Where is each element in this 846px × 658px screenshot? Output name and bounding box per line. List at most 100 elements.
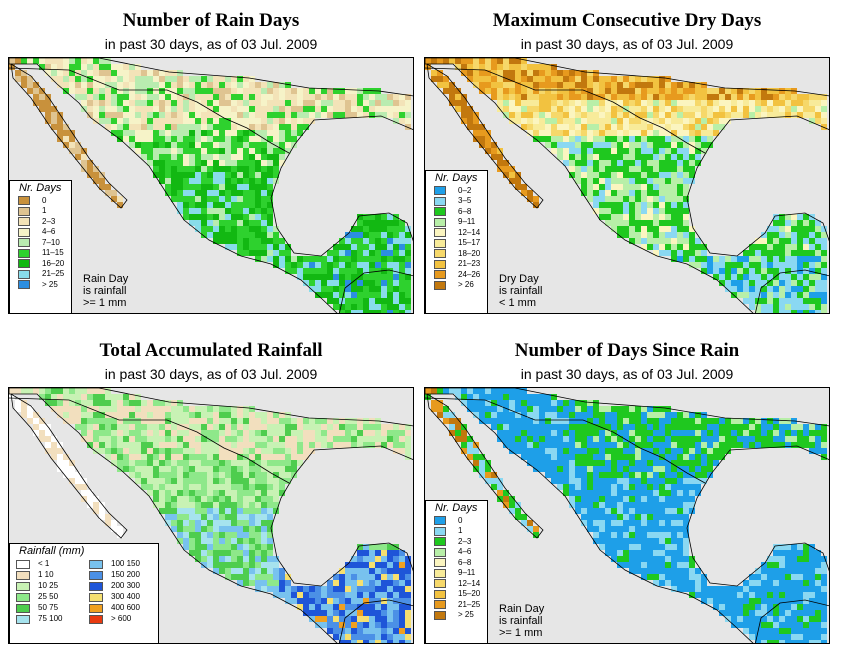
legend-swatch [18,280,30,290]
legend-grid: < 1 100 150 1 10 150 200 10 25 200 300 25 50 30… [10,559,158,625]
legend-title: Nr. Days [19,182,62,194]
legend-label: 9–11 [458,568,476,577]
legend-swatch [434,207,446,217]
country-border [755,599,829,643]
panel-since-rain: Number of Days Since Rain in past 30 day… [424,330,830,650]
legend-title: Nr. Days [435,172,478,184]
legend-swatch [434,186,446,196]
legend-item: 100 150 [85,559,154,570]
legend-item: 21–25 [10,269,71,280]
legend-item: 200 300 [85,581,154,592]
legend-label: 21–25 [458,599,481,609]
legend-label: 0 [42,195,47,205]
legend-item: 25 50 [12,592,81,603]
grid-cells [425,388,827,643]
legend-item: 1 10 [12,570,81,581]
legend-item: 16–20 [10,259,71,270]
legend-swatch [434,526,446,536]
country-border [339,269,413,313]
panel-rainfall: Total Accumulated Rainfall in past 30 da… [8,330,414,650]
legend-label: 400 600 [111,602,140,612]
legend-item: 0–2 [426,186,487,197]
legend-label: 24–26 [458,269,481,279]
legend-item: 9–11 [426,568,487,579]
legend-label: 11–15 [42,248,64,257]
legend-swatch [434,516,446,526]
panel-subtitle: in past 30 days, as of 03 Jul. 2009 [520,366,734,382]
note-line: >= 1 mm [83,297,127,309]
legend-item: > 600 [85,614,154,625]
legend-label: 10 25 [38,580,59,590]
note-line: Dry Day [499,273,539,285]
legend-swatch [434,249,446,259]
legend-item: 1 [426,526,487,537]
legend-label: 50 75 [38,602,59,612]
legend-swatch [434,579,446,589]
legend-label: 6–8 [458,557,472,567]
grid-cells [9,388,411,643]
legend-label: 75 100 [38,613,63,623]
legend-label: 200 300 [111,580,140,590]
legend-swatch [434,547,446,557]
legend-item: 150 200 [85,570,154,581]
legend-label: 7–10 [42,237,60,247]
legend-swatch [89,603,103,613]
country-border [425,397,706,484]
map-note: Dry Day is rainfall < 1 mm [499,273,542,309]
legend-swatch [434,537,446,547]
legend-label: 0 [458,515,463,525]
legend-rows: 0 1 2–3 4–6 6–8 9–11 12–14 15–20 21–25 > 25 [426,516,487,621]
map-dry-days: Nr. Days 0–2 3–5 6–8 9–11 12–14 15–17 18–20 21–… [424,57,830,314]
legend-swatch [18,248,30,258]
legend-swatch [434,238,446,248]
legend-item: 6–8 [426,558,487,569]
note-line: Rain Day [83,273,129,285]
legend-label: > 26 [458,280,474,289]
legend-label: 1 [42,206,47,215]
legend-label: 1 [458,526,463,535]
panel-subtitle: in past 30 days, as of 03 Jul. 2009 [104,36,318,52]
legend-swatch [18,196,30,206]
legend-swatch [89,559,103,569]
legend-item: 6–8 [426,207,487,218]
legend-item: 12–14 [426,579,487,590]
legend-item: 9–11 [426,217,487,228]
legend-label: 16–20 [42,258,65,268]
legend-item: 21–23 [426,259,487,270]
legend-label: > 25 [458,610,474,619]
coastline [426,393,544,539]
legend-item: 2–3 [426,537,487,548]
note-line: >= 1 mm [499,627,543,639]
legend-item: 10 25 [12,581,81,592]
legend-label: > 600 [111,613,132,623]
legend-swatch [434,610,446,620]
legend-swatch [16,559,30,569]
map-rain-days: Nr. Days 0 1 2–3 4–6 7–10 11–15 16–20 21–25 > 25… [8,57,414,314]
legend-swatch [434,259,446,269]
map-since-rain: Nr. Days 0 1 2–3 4–6 6–8 9–11 12–14 15–20 21–25 >… [424,387,830,644]
legend-swatch [16,592,30,602]
panel-title: Total Accumulated Rainfall [99,340,323,361]
legend-label: 0–2 [458,185,472,195]
legend-item: 15–17 [426,238,487,249]
legend-label: > 25 [42,279,58,289]
legend-label: < 1 [38,558,50,568]
legend-label: 1 10 [38,569,54,579]
legend-rows: 0 1 2–3 4–6 7–10 11–15 16–20 21–25 > 25 [10,196,71,291]
legend-label: 150 200 [111,569,140,579]
legend-swatch [16,603,30,613]
legend-swatch [89,592,103,602]
map-legend: Nr. Days 0 1 2–3 4–6 6–8 9–11 12–14 15–20 21–25 >… [425,500,488,643]
coastline [425,58,829,313]
legend-label: 100 150 [111,558,140,568]
legend-item: 4–6 [426,547,487,558]
legend-swatch [16,570,30,580]
legend-item: 0 [10,196,71,207]
country-border [425,67,706,154]
legend-swatch [434,568,446,578]
legend-item: 12–14 [426,228,487,239]
panel-dry-days: Maximum Consecutive Dry Days in past 30 … [424,0,830,320]
legend-item: 300 400 [85,592,154,603]
legend-item: 15–20 [426,589,487,600]
legend-swatch [18,269,30,279]
